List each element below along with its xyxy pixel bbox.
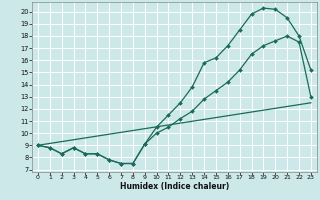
X-axis label: Humidex (Indice chaleur): Humidex (Indice chaleur) [120, 182, 229, 191]
